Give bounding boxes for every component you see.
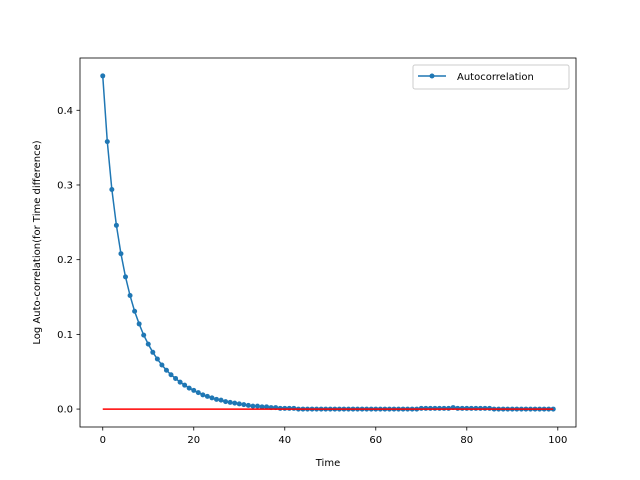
data-point (264, 404, 270, 410)
data-point (123, 274, 128, 280)
x-tick-label: 20 (187, 435, 200, 446)
data-point (163, 367, 169, 373)
data-point (214, 396, 220, 402)
data-point (168, 372, 174, 378)
data-point (154, 356, 160, 362)
data-point (200, 392, 206, 398)
plot-area (100, 73, 556, 412)
data-point (150, 349, 156, 355)
data-point (127, 293, 133, 299)
y-tick-label: 0.3 (57, 180, 73, 191)
x-axis-label: Time (315, 458, 340, 469)
y-tick-label: 0.1 (57, 330, 73, 341)
legend: Autocorrelation (412, 64, 570, 90)
data-point (173, 375, 179, 381)
legend-box (412, 64, 570, 90)
data-point (104, 139, 110, 145)
x-tick-label: 0 (100, 435, 106, 446)
data-point (245, 402, 251, 408)
y-tick-label: 0.2 (57, 255, 73, 266)
data-point (177, 379, 183, 385)
data-point (132, 308, 138, 314)
data-point (182, 382, 188, 388)
data-point (186, 385, 192, 391)
data-point (204, 393, 210, 399)
x-tick-label: 40 (278, 435, 291, 446)
data-point (218, 397, 224, 403)
data-point (145, 341, 151, 347)
data-point (159, 362, 165, 368)
data-point (254, 403, 260, 409)
axes-frame (79, 57, 577, 428)
data-point (191, 387, 197, 393)
x-tick-label: 100 (548, 435, 567, 446)
x-tick-label: 60 (369, 435, 382, 446)
legend-marker-autocorrelation (429, 73, 435, 79)
data-point (113, 222, 119, 228)
y-tick-label: 0.4 (57, 106, 73, 117)
axes: 0 20 40 60 80 100 0.0 0.1 0.2 0.3 0.4 (57, 57, 577, 446)
data-point (141, 332, 147, 338)
data-point (232, 400, 238, 406)
y-axis-label: Log Auto-correlation(for Time difference… (32, 140, 43, 344)
data-point (209, 395, 215, 401)
data-point (109, 186, 115, 192)
data-point (223, 399, 229, 405)
x-tick-label: 80 (460, 435, 473, 446)
data-point (241, 402, 247, 408)
data-point (227, 399, 233, 405)
data-point (259, 404, 265, 410)
data-point (136, 321, 142, 327)
data-point (250, 403, 256, 409)
data-point (236, 401, 242, 407)
data-point (118, 251, 124, 257)
y-tick-label: 0.0 (57, 405, 73, 416)
data-point (100, 73, 106, 79)
legend-label-autocorrelation: Autocorrelation (457, 72, 534, 83)
data-point (195, 390, 201, 396)
